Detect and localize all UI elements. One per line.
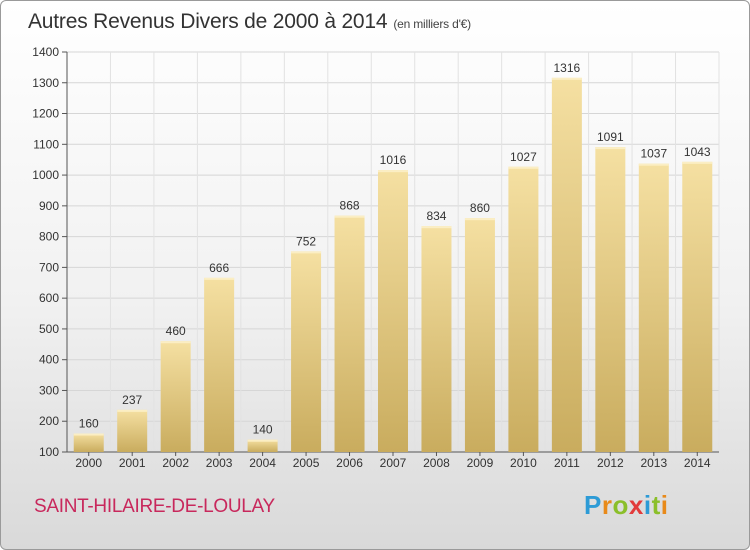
- x-tick-label: 2008: [423, 456, 450, 470]
- x-tick-label: 2006: [336, 456, 363, 470]
- x-tick-label: 2003: [206, 456, 233, 470]
- bar-highlight-2005: [291, 251, 322, 254]
- bar-value-label: 160: [79, 417, 99, 431]
- y-tick-label: 1300: [32, 76, 59, 90]
- bar-highlight-2000: [73, 433, 104, 436]
- proxiti-logo: Proxiti: [584, 490, 669, 520]
- y-tick-label: 400: [39, 353, 59, 367]
- chart-title: Autres Revenus Divers de 2000 à 2014 (en …: [28, 10, 471, 34]
- bar-2007: [378, 170, 408, 452]
- x-tick-label: 2013: [640, 456, 667, 470]
- bar-layer: [73, 77, 713, 453]
- bar-2008: [421, 226, 452, 452]
- bar-2002: [160, 341, 191, 452]
- bar-highlight-2010: [508, 166, 539, 169]
- bar-highlight-2008: [421, 226, 452, 229]
- y-tick-label: 1100: [33, 137, 59, 151]
- bar-highlight-2011: [551, 77, 582, 80]
- bar-2005: [291, 251, 322, 452]
- bar-2010: [508, 166, 539, 452]
- bar-value-label: 1091: [597, 130, 624, 144]
- bar-value-label: 666: [209, 261, 229, 275]
- y-tick-label: 100: [39, 445, 59, 459]
- bar-value-label: 1027: [510, 150, 537, 164]
- bar-2014: [682, 161, 713, 452]
- x-tick-label: 2011: [554, 456, 580, 470]
- chart-title-unit: (en milliers d'€): [393, 17, 471, 31]
- x-tick-label: 2009: [467, 456, 494, 470]
- bar-value-label: 237: [122, 393, 142, 407]
- y-tick-label: 600: [39, 291, 59, 305]
- x-tick-label: 2010: [510, 456, 537, 470]
- bar-highlight-2004: [247, 439, 278, 442]
- x-tick-label: 2002: [162, 456, 189, 470]
- bar-value-label: 752: [296, 234, 316, 248]
- y-tick-label: 1400: [32, 45, 59, 59]
- y-tick-label: 200: [39, 414, 59, 428]
- bar-2011: [551, 77, 582, 452]
- bar-highlight-2003: [204, 277, 235, 280]
- bar-2013: [638, 163, 669, 452]
- x-tick-label: 2000: [75, 456, 102, 470]
- bar-value-label: 868: [340, 199, 360, 213]
- bar-value-label: 1043: [684, 145, 711, 159]
- bar-value-label: 460: [166, 324, 186, 338]
- location-name: SAINT-HILAIRE-DE-LOULAY: [34, 496, 275, 517]
- y-tick-label: 500: [39, 322, 59, 336]
- bar-highlight-2014: [682, 161, 713, 164]
- x-tick-label: 2007: [380, 456, 407, 470]
- y-tick-label: 1000: [32, 168, 59, 182]
- bar-highlight-2009: [464, 218, 495, 221]
- bar-highlight-2002: [160, 341, 191, 344]
- bar-value-label: 834: [426, 209, 446, 223]
- y-tick-label: 900: [39, 199, 59, 213]
- y-tick-label: 700: [39, 260, 59, 274]
- label-layer: 160 237 460 666 140 752 868 1016 834 860 1027 1316 1…: [79, 61, 711, 437]
- bar-2000: [73, 433, 104, 452]
- x-tick-label: 2012: [597, 456, 624, 470]
- bar-highlight-2001: [117, 409, 148, 412]
- bar-highlight-2012: [595, 147, 626, 150]
- bar-2003: [204, 277, 235, 452]
- x-tick-label: 2014: [684, 456, 711, 470]
- y-tick-label: 300: [39, 383, 59, 397]
- y-tick-label: 1200: [32, 107, 59, 121]
- x-tick-label: 2004: [249, 456, 276, 470]
- bar-highlight-2007: [378, 170, 408, 173]
- bar-value-label: 1016: [380, 153, 407, 167]
- bar-2006: [334, 215, 365, 452]
- bar-highlight-2013: [638, 163, 669, 166]
- bar-value-label: 860: [470, 201, 490, 215]
- bar-2001: [117, 409, 148, 452]
- bar-value-label: 1316: [554, 61, 581, 75]
- chart-title-text: Autres Revenus Divers de 2000 à 2014: [28, 10, 388, 33]
- bar-2009: [464, 218, 495, 452]
- bar-value-label: 1037: [640, 147, 667, 161]
- bar-2004: [247, 439, 278, 452]
- y-tick-label: 800: [39, 230, 59, 244]
- x-tick-label: 2001: [119, 456, 146, 470]
- x-tick-label: 2005: [293, 456, 320, 470]
- bar-2012: [595, 147, 626, 453]
- bar-value-label: 140: [253, 423, 273, 437]
- bar-highlight-2006: [334, 215, 365, 218]
